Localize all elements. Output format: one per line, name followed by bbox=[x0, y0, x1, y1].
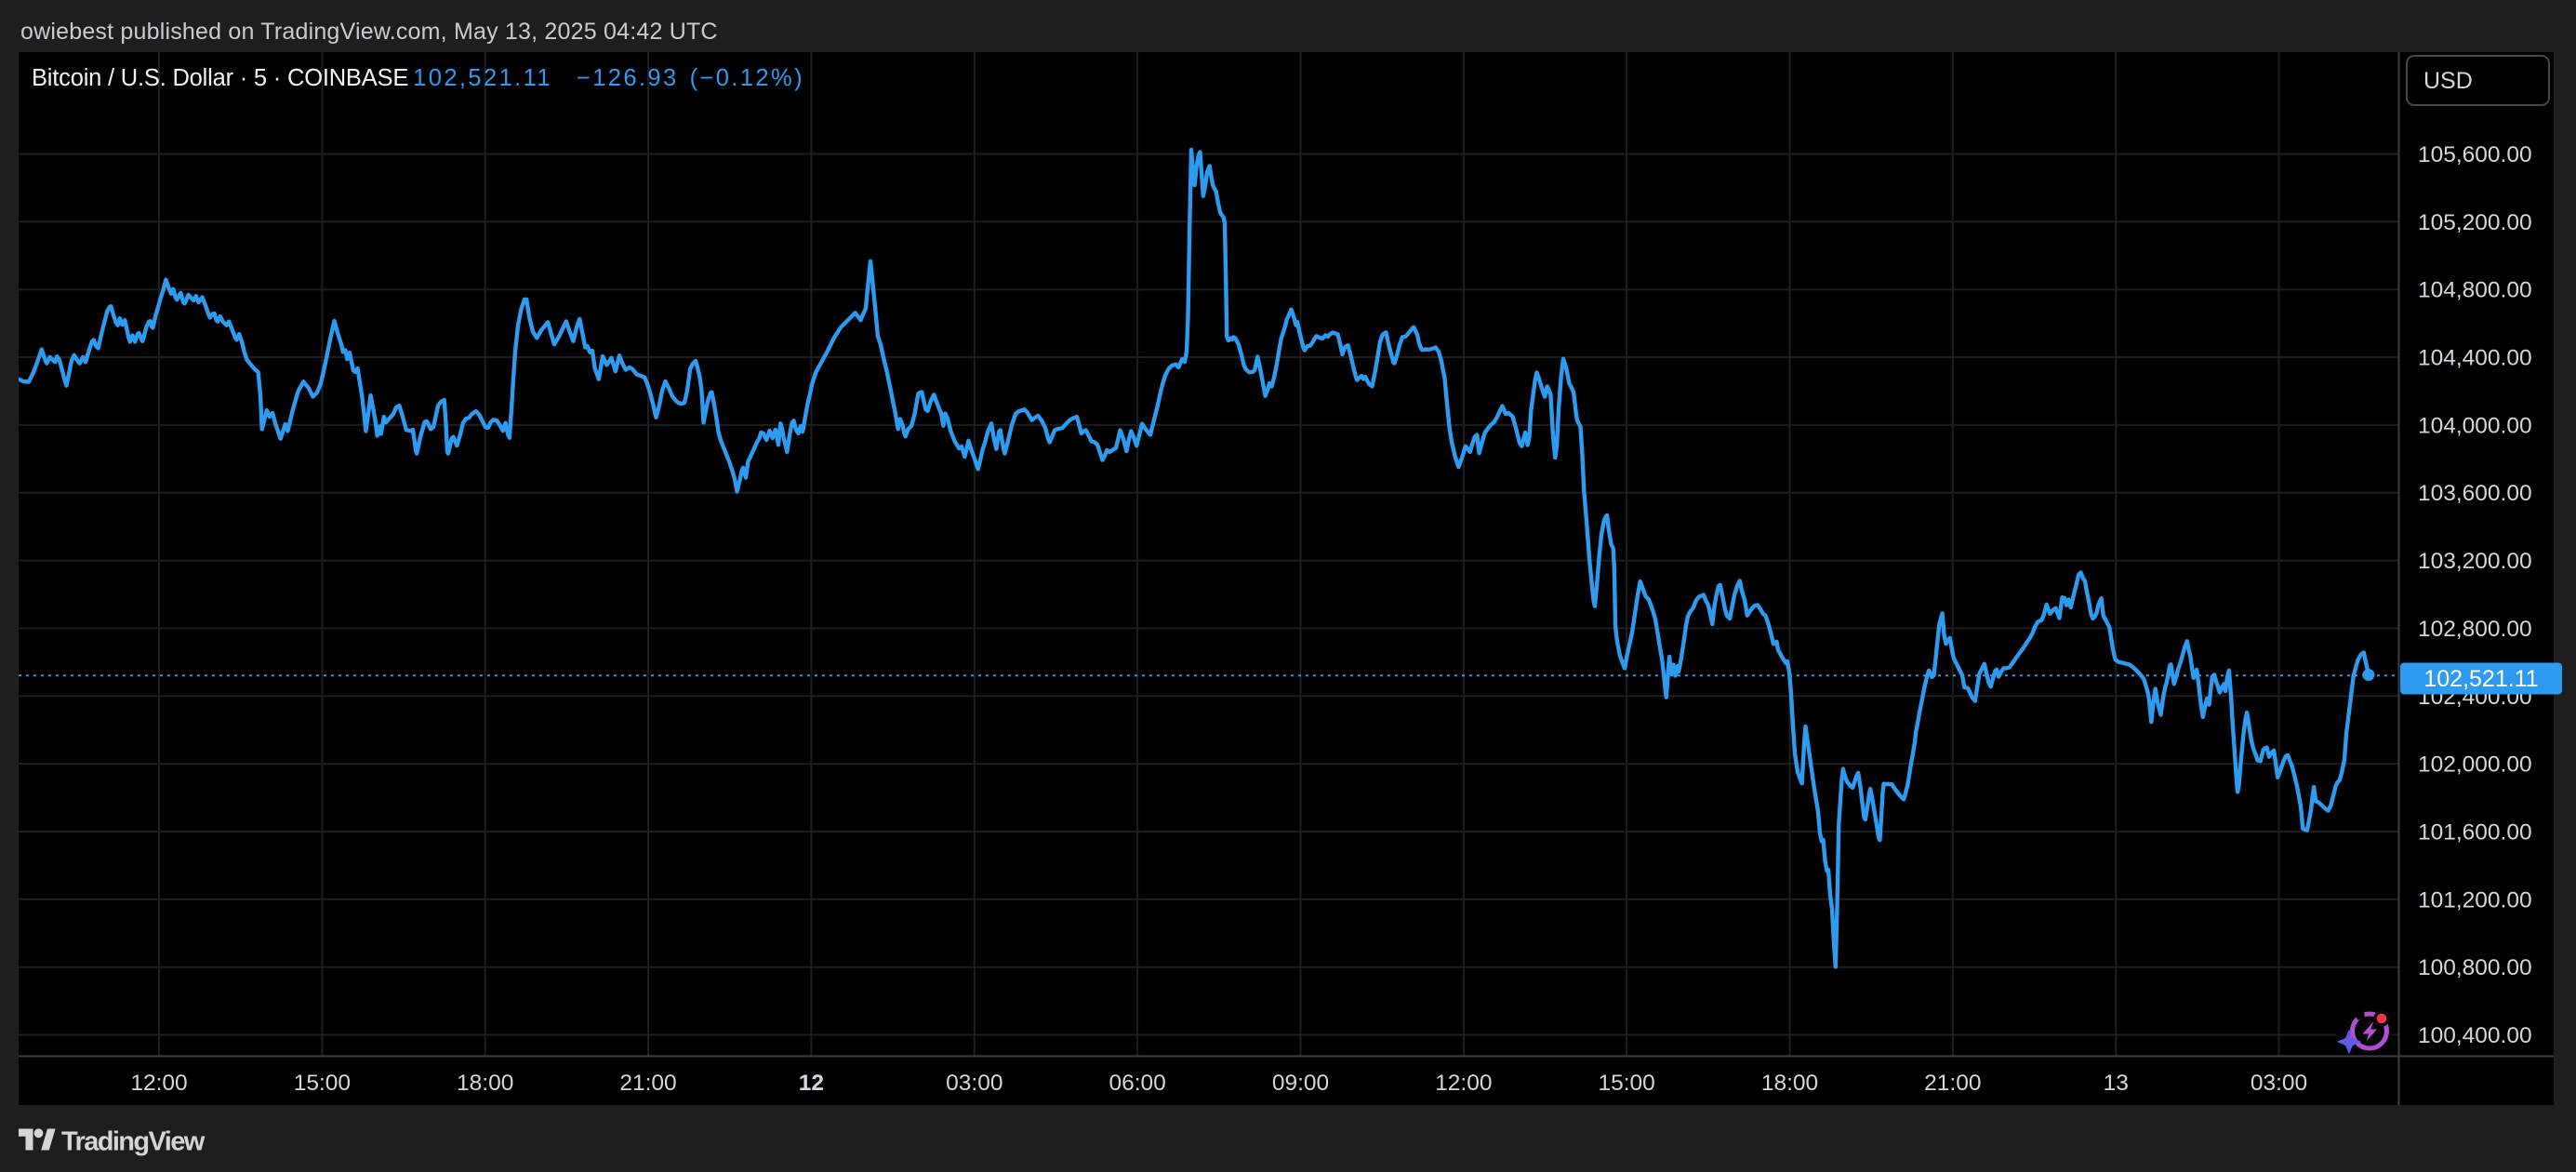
svg-text:21:00: 21:00 bbox=[619, 1071, 676, 1096]
svg-text:18:00: 18:00 bbox=[1761, 1071, 1818, 1096]
svg-text:100,800.00: 100,800.00 bbox=[2418, 955, 2532, 980]
svg-text:100,400.00: 100,400.00 bbox=[2418, 1023, 2532, 1048]
svg-text:15:00: 15:00 bbox=[294, 1071, 351, 1096]
svg-text:103,200.00: 103,200.00 bbox=[2418, 549, 2532, 574]
svg-text:104,000.00: 104,000.00 bbox=[2418, 413, 2532, 438]
svg-text:09:00: 09:00 bbox=[1272, 1071, 1329, 1096]
svg-text:104,400.00: 104,400.00 bbox=[2418, 346, 2532, 371]
svg-text:101,600.00: 101,600.00 bbox=[2418, 820, 2532, 846]
svg-text:06:00: 06:00 bbox=[1109, 1071, 1165, 1096]
svg-text:12:00: 12:00 bbox=[1435, 1071, 1492, 1096]
svg-text:03:00: 03:00 bbox=[2251, 1071, 2307, 1096]
svg-text:103,600.00: 103,600.00 bbox=[2418, 481, 2532, 506]
svg-text:102,800.00: 102,800.00 bbox=[2418, 617, 2532, 642]
svg-text:13: 13 bbox=[2104, 1071, 2129, 1096]
svg-text:15:00: 15:00 bbox=[1598, 1071, 1654, 1096]
svg-text:18:00: 18:00 bbox=[457, 1071, 513, 1096]
svg-text:03:00: 03:00 bbox=[946, 1071, 1003, 1096]
svg-text:12:00: 12:00 bbox=[130, 1071, 187, 1096]
svg-text:104,800.00: 104,800.00 bbox=[2418, 278, 2532, 303]
svg-text:105,600.00: 105,600.00 bbox=[2418, 142, 2532, 167]
svg-text:21:00: 21:00 bbox=[1924, 1071, 1981, 1096]
svg-text:Bitcoin / U.S. Dollar · 5 · CO: Bitcoin / U.S. Dollar · 5 · COINBASE 102,… bbox=[32, 65, 804, 91]
svg-text:USD: USD bbox=[2423, 68, 2473, 94]
svg-text:TradingView: TradingView bbox=[61, 1127, 206, 1157]
svg-text:102,000.00: 102,000.00 bbox=[2418, 752, 2532, 778]
svg-text:105,200.00: 105,200.00 bbox=[2418, 210, 2532, 235]
svg-text:12: 12 bbox=[799, 1071, 824, 1096]
svg-text:101,200.00: 101,200.00 bbox=[2418, 887, 2532, 912]
svg-text:102,521.11: 102,521.11 bbox=[2423, 666, 2538, 692]
